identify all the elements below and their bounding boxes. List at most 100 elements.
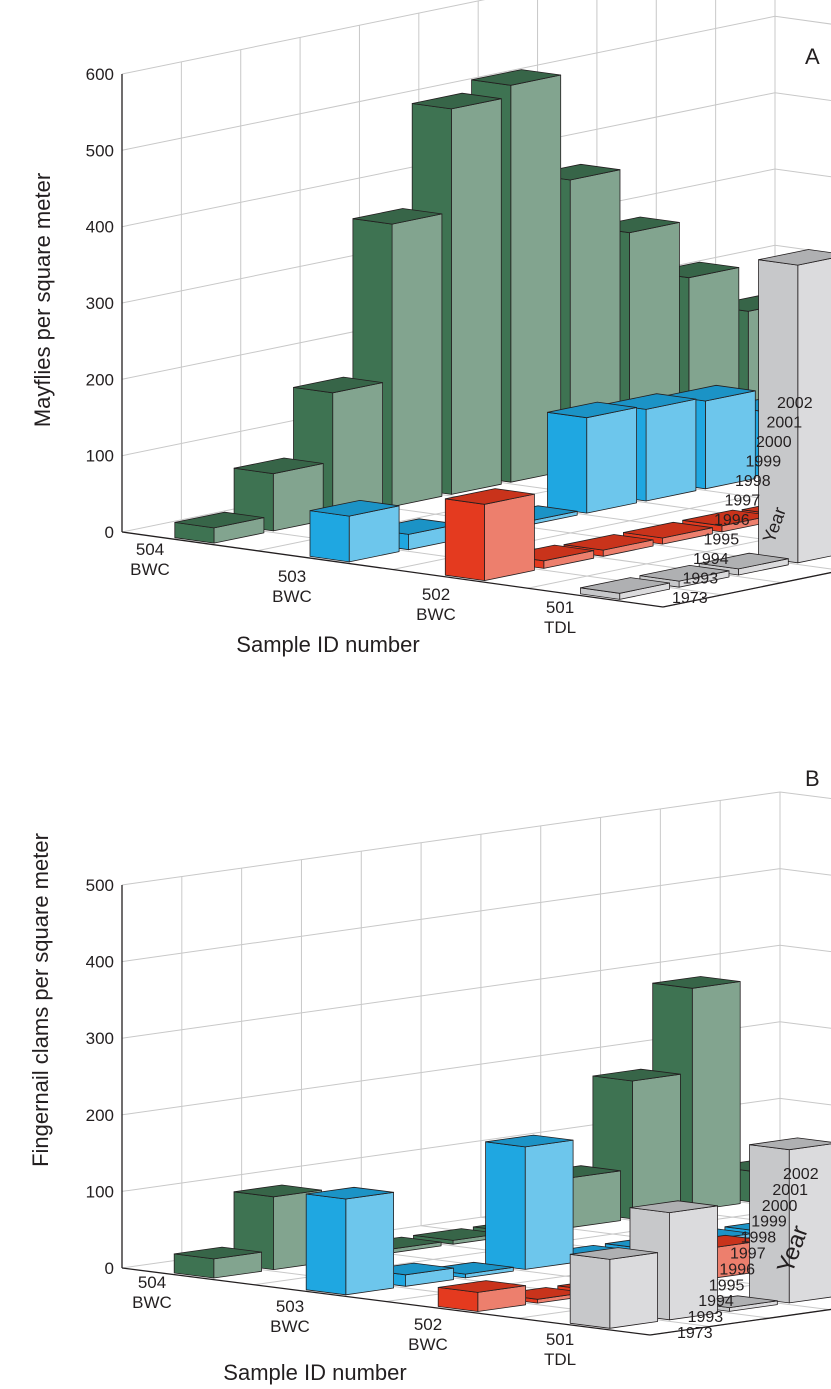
bar-top-face <box>569 1247 658 1260</box>
y-axis-title-b: Fingernail clams per square meter <box>28 833 53 1167</box>
bar-side-face <box>572 1170 621 1228</box>
site-name-label: TDL <box>544 1350 576 1369</box>
bar <box>305 1186 395 1296</box>
bar-top-face <box>639 565 730 582</box>
bar-top-face <box>444 488 535 505</box>
site-name-label: BWC <box>130 560 170 579</box>
bar <box>173 1246 263 1279</box>
bar <box>758 249 831 564</box>
site-id-label: 502 <box>422 585 450 604</box>
bar-side-face <box>632 1073 681 1220</box>
bar-top-face <box>309 499 400 517</box>
floor-gridline <box>527 525 831 589</box>
bar-front-face <box>309 510 350 563</box>
bar <box>580 577 670 600</box>
bar-top-face <box>758 249 831 266</box>
bar-side-face <box>645 398 697 502</box>
y-axis-title-a: Mayflies per square meter <box>30 173 55 427</box>
site-id-label: 504 <box>136 540 164 559</box>
site-id-label: 503 <box>276 1297 304 1316</box>
floor-gridline <box>660 1191 831 1215</box>
bar <box>309 499 400 563</box>
year-tick-label: 2002 <box>783 1166 819 1183</box>
bar-front-face <box>485 1141 526 1270</box>
z-tick-label: 100 <box>86 1182 114 1201</box>
bar-front-face <box>305 1193 347 1296</box>
year-tick-label: 1993 <box>683 571 719 588</box>
z-tick-label: 300 <box>86 1029 114 1048</box>
year-tick-label: 1993 <box>688 1309 724 1326</box>
bar-top-face <box>652 976 741 989</box>
bar <box>749 1137 831 1304</box>
site-id-label: 504 <box>138 1273 166 1292</box>
bar-top-face <box>471 69 562 86</box>
year-tick-label: 1994 <box>693 551 729 568</box>
z-gridline <box>121 0 486 75</box>
year-tick-label: 1999 <box>746 454 782 471</box>
z-tick-label: 300 <box>86 294 114 313</box>
year-tick-label: 1997 <box>725 493 761 510</box>
bar-side-face <box>586 407 637 514</box>
bar-top-face <box>173 1246 263 1260</box>
bar <box>174 511 265 544</box>
site-id-label: 502 <box>414 1315 442 1334</box>
bar-side-face <box>484 493 535 581</box>
z-tick-label: 0 <box>105 1259 114 1278</box>
z-tick-label: 0 <box>105 523 114 542</box>
year-tick-label: 1998 <box>741 1230 777 1247</box>
bar <box>547 401 637 514</box>
x-axis-line <box>121 531 664 608</box>
year-tick-label: 1973 <box>672 590 708 607</box>
bar-top-face <box>698 552 789 570</box>
year-tick-label: 1994 <box>698 1293 734 1310</box>
bar-top-face <box>629 1200 718 1213</box>
site-id-label: 503 <box>278 567 306 586</box>
site-name-label: BWC <box>416 605 456 624</box>
bar-top-face <box>563 534 654 551</box>
year-tick-label: 2001 <box>772 1182 808 1199</box>
year-tick-label: 1998 <box>735 473 771 490</box>
z-tick-label: 200 <box>86 370 114 389</box>
floor-gridline <box>418 470 831 529</box>
bar-top-face <box>352 208 443 225</box>
bar <box>437 1280 526 1312</box>
bar-top-face <box>749 1137 831 1151</box>
z-tick-label: 500 <box>86 141 114 160</box>
bar-side-face <box>450 98 502 495</box>
bar-top-face <box>485 1134 574 1148</box>
bar-top-face <box>623 521 713 539</box>
site-name-label: BWC <box>270 1317 310 1336</box>
bar-front-face <box>547 411 588 514</box>
site-name-label: BWC <box>272 587 312 606</box>
year-tick-label: 1973 <box>677 1325 713 1342</box>
site-name-label: BWC <box>408 1335 448 1354</box>
year-tick-label: 1997 <box>730 1246 766 1263</box>
bar-top-face <box>233 457 324 475</box>
year-tick-label: 1995 <box>709 1277 745 1294</box>
z-gridline <box>121 791 831 886</box>
bar-side-face <box>345 1191 395 1296</box>
bar <box>485 1134 574 1270</box>
bar-top-face <box>437 1280 526 1293</box>
x-axis-title-a: Sample ID number <box>236 632 419 657</box>
chart-panel-b: B Fingernail clams per square meter Samp… <box>28 766 831 1385</box>
bar-front-face <box>444 498 485 581</box>
year-tick-label: 1996 <box>719 1261 755 1278</box>
year-tick-label: 1996 <box>714 512 750 529</box>
year-tick-label: 2000 <box>762 1198 798 1215</box>
chart-panel-a: A Mayflies per square meter Sample ID nu… <box>30 0 831 657</box>
bar-top-face <box>293 376 384 394</box>
year-tick-label: 2001 <box>767 415 803 432</box>
site-id-label: 501 <box>546 1330 574 1349</box>
z-tick-label: 500 <box>86 876 114 895</box>
bar-top-face <box>411 92 502 110</box>
year-tick-label: 2002 <box>777 395 813 412</box>
site-id-label: 501 <box>546 598 574 617</box>
bar-top-face <box>580 577 670 594</box>
year-axis-line <box>649 1308 831 1336</box>
bar-side-face <box>524 1139 574 1270</box>
bar-side-face <box>391 213 443 508</box>
bar-front-face <box>569 1253 611 1329</box>
x-axis-line <box>121 1267 651 1336</box>
